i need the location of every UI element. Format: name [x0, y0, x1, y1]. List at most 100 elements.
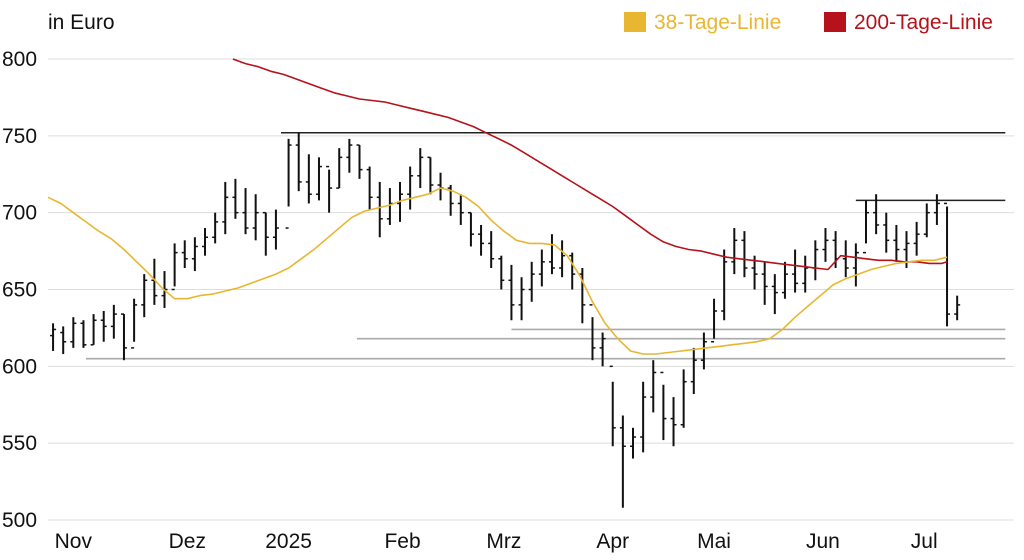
- ohlc-bar-13: [181, 240, 188, 268]
- ohlc-bar-47: [528, 261, 535, 302]
- ohlc-bar-72: [781, 261, 788, 299]
- ohlc-bar-3: [80, 320, 87, 348]
- ohlc-bar-52: [579, 267, 586, 324]
- x-tick-label-2025: 2025: [265, 530, 312, 553]
- ohlc-bar-46: [518, 277, 525, 321]
- ohlc-bar-81: [873, 194, 880, 235]
- x-tick-label-Jun: Jun: [806, 530, 840, 553]
- ohlc-bar-74: [802, 255, 809, 293]
- ohlc-bar-21: [262, 211, 269, 256]
- ohlc-bar-73: [792, 249, 799, 293]
- x-tick-label-Apr: Apr: [596, 530, 629, 553]
- ohlc-bar-89: [954, 295, 961, 321]
- ohlc-bar-63: [690, 347, 697, 394]
- ohlc-bar-88: [944, 202, 951, 327]
- ohlc-bar-70: [761, 261, 768, 305]
- ma200-line: [232, 58, 948, 271]
- ohlc-bar-76: [822, 228, 829, 262]
- ohlc-bar-80: [862, 200, 869, 254]
- ohlc-bar-43: [488, 231, 495, 268]
- ohlc-bar-14: [191, 237, 198, 272]
- x-tick-label-Jul: Jul: [911, 530, 938, 553]
- ohlc-bar-18: [232, 178, 239, 219]
- ohlc-bar-48: [538, 249, 545, 287]
- ohlc-bar-56: [619, 415, 626, 508]
- ohlc-bar-79: [852, 243, 859, 287]
- legend-swatch-ma38: [624, 12, 646, 32]
- ohlc-bar-57: [630, 427, 637, 459]
- unit-label: in Euro: [48, 11, 115, 34]
- moving-averages: [47, 58, 948, 355]
- ohlc-bar-40: [457, 194, 464, 225]
- ohlc-bar-83: [893, 224, 900, 262]
- ohlc-bar-38: [437, 172, 444, 201]
- ohlc-bar-41: [467, 211, 474, 247]
- ohlc-bar-29: [346, 138, 353, 173]
- ohlc-bar-86: [923, 203, 930, 238]
- ohlc-bar-54: [599, 332, 606, 367]
- x-axis: Nov Dez 2025 Feb Mrz Apr Mai Jun Jul: [55, 530, 938, 553]
- ohlc-bar-49: [548, 234, 555, 275]
- y-tick-label-800: 800: [2, 48, 37, 71]
- price-bars: [50, 132, 961, 508]
- y-axis: 500 550 600 650 700 750 800: [2, 48, 37, 532]
- ohlc-bar-71: [771, 274, 778, 315]
- ohlc-bar-78: [842, 240, 849, 278]
- ohlc-bar-85: [913, 221, 920, 256]
- ohlc-bar-67: [731, 228, 738, 275]
- x-tick-label-Feb: Feb: [384, 530, 420, 553]
- ohlc-bar-64: [700, 332, 707, 370]
- ohlc-bar-19: [242, 188, 249, 235]
- ohlc-bar-55: [609, 365, 616, 447]
- ohlc-bar-17: [222, 181, 229, 235]
- legend-swatch-ma200: [824, 12, 846, 32]
- ohlc-bar-51: [569, 252, 576, 290]
- ohlc-bar-28: [336, 148, 343, 189]
- x-tick-label-Mai: Mai: [697, 530, 731, 553]
- ohlc-bar-87: [933, 194, 940, 225]
- y-tick-label-600: 600: [2, 355, 37, 378]
- ohlc-bar-16: [212, 212, 219, 244]
- ohlc-bar-9: [141, 274, 148, 318]
- y-tick-label-550: 550: [2, 432, 37, 455]
- ohlc-bar-32: [376, 181, 383, 238]
- ohlc-bar-4: [90, 314, 97, 346]
- ohlc-bar-1: [60, 326, 67, 355]
- ohlc-bar-58: [640, 381, 647, 453]
- ohlc-bar-62: [680, 369, 687, 428]
- support-resistance-lines: [85, 131, 1006, 360]
- y-tick-label-650: 650: [2, 279, 37, 302]
- ohlc-bar-37: [427, 156, 434, 195]
- legend-item-ma200: 200-Tage-Linie: [824, 11, 993, 34]
- ohlc-bar-27: [326, 165, 333, 213]
- ohlc-bar-50: [559, 240, 566, 278]
- ohlc-bar-59: [650, 360, 657, 413]
- y-tick-label-500: 500: [2, 509, 37, 532]
- ohlc-bar-2: [70, 317, 77, 348]
- ohlc-bar-61: [670, 397, 677, 447]
- ohlc-bar-53: [589, 304, 596, 361]
- ohlc-bar-24: [295, 132, 302, 192]
- ohlc-bar-30: [356, 144, 363, 179]
- ohlc-bar-75: [812, 240, 819, 281]
- x-tick-label-Dez: Dez: [169, 530, 206, 553]
- x-tick-label-Nov: Nov: [55, 530, 93, 553]
- grid-lines: [48, 58, 1014, 521]
- legend-item-ma38: 38-Tage-Linie: [624, 11, 781, 34]
- ohlc-bar-82: [883, 212, 890, 253]
- ohlc-bar-7: [120, 313, 127, 361]
- ohlc-bar-12: [171, 243, 178, 291]
- y-tick-label-750: 750: [2, 125, 37, 148]
- ohlc-bar-35: [407, 166, 414, 210]
- ohlc-bar-60: [660, 371, 667, 441]
- ohlc-bar-8: [131, 298, 138, 349]
- ohlc-bar-68: [741, 231, 748, 278]
- ohlc-bar-36: [417, 148, 424, 189]
- ohlc-bar-5: [100, 311, 107, 342]
- ohlc-bar-66: [721, 249, 728, 321]
- ohlc-bar-25: [305, 154, 312, 204]
- ma38-line: [47, 187, 948, 355]
- ohlc-bar-23: [285, 138, 292, 229]
- x-tick-label-Mrz: Mrz: [486, 530, 521, 553]
